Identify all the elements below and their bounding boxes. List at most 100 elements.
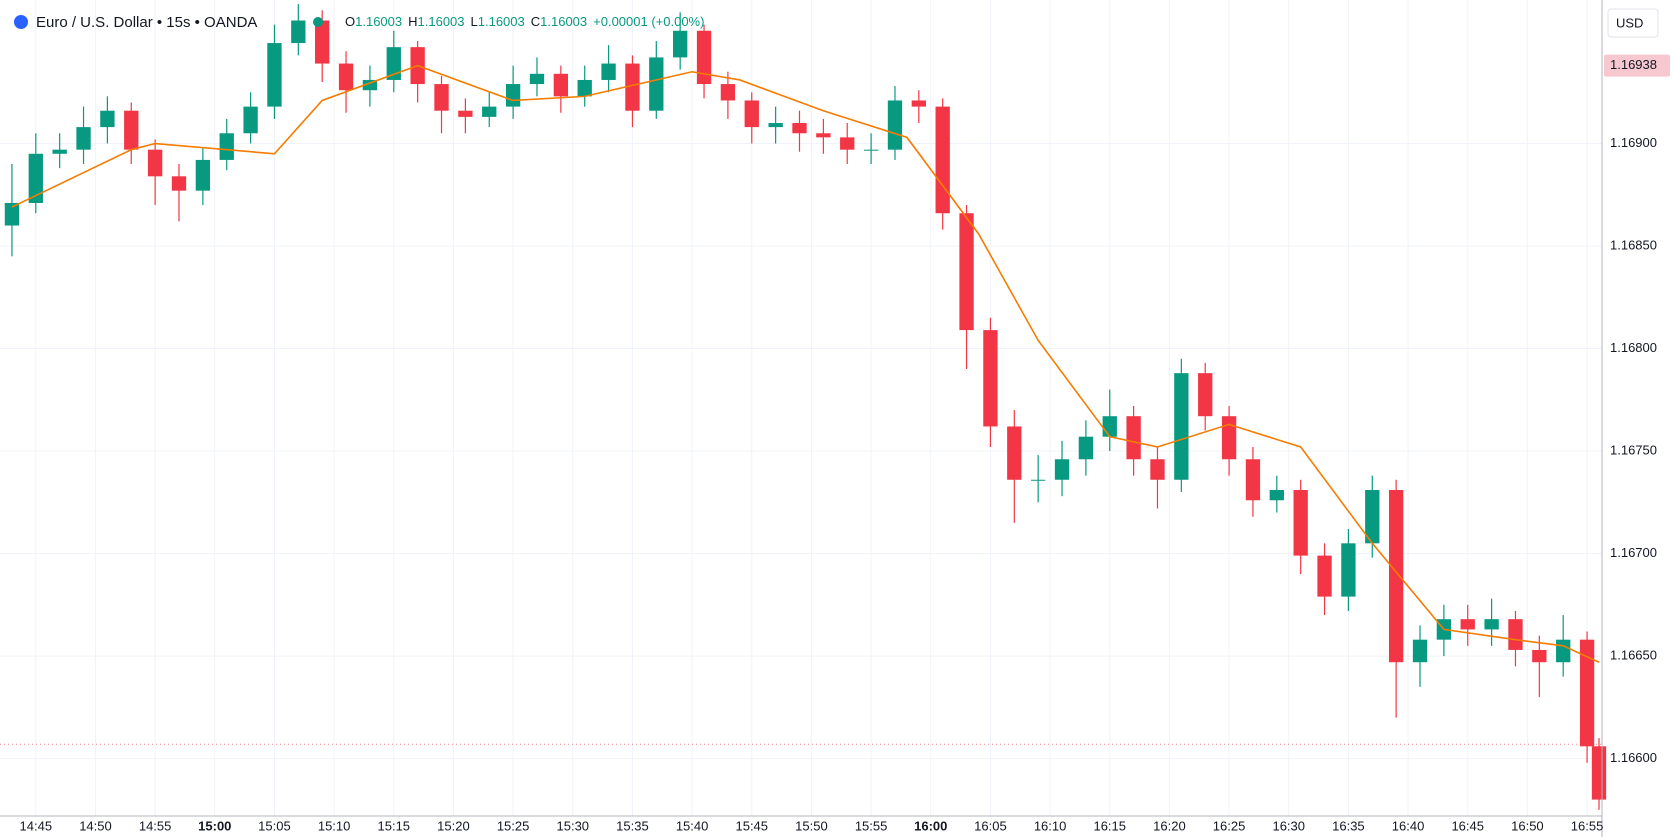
y-tick-label: 1.16600: [1610, 750, 1657, 765]
y-tick-label: 1.16650: [1610, 648, 1657, 663]
x-tick-label: 16:30: [1272, 818, 1305, 833]
candle-body: [1293, 490, 1308, 556]
x-tick-label: 16:05: [974, 818, 1007, 833]
candle-body: [1508, 619, 1523, 650]
x-tick-label: 16:40: [1392, 818, 1425, 833]
y-tick-label: 1.16800: [1610, 340, 1657, 355]
candle-body: [935, 106, 950, 214]
ohlc-value: 1.16003: [478, 14, 525, 29]
candle-body: [482, 106, 497, 117]
candle-body: [124, 110, 139, 150]
candle-body: [267, 43, 282, 107]
candle-body: [744, 100, 759, 128]
y-tick-label: 1.16900: [1610, 135, 1657, 150]
x-tick-label: 16:45: [1451, 818, 1484, 833]
candle-body: [1591, 746, 1607, 800]
candle-body: [243, 106, 258, 134]
candle-body: [1365, 490, 1380, 544]
candle-body: [458, 110, 473, 117]
candle-body: [553, 73, 569, 97]
candle-body: [1102, 416, 1117, 437]
candle-body: [1245, 459, 1261, 501]
x-tick-label: 15:20: [437, 818, 470, 833]
candle-body: [673, 30, 688, 58]
candle-body: [171, 176, 187, 191]
moving-average: [11, 64, 1600, 663]
plot-area: [0, 4, 1607, 810]
x-tick-label: 15:55: [855, 818, 888, 833]
candle-body: [1460, 619, 1475, 630]
candle-body: [434, 84, 449, 111]
candle-body: [649, 57, 664, 111]
candle-body: [1221, 416, 1237, 460]
x-tick-label: 14:55: [139, 818, 172, 833]
x-tick-label: 15:45: [735, 818, 768, 833]
candle-body: [1317, 555, 1332, 597]
candle-body: [720, 84, 736, 101]
x-tick-label: 15:15: [378, 818, 411, 833]
candle-body: [768, 123, 783, 128]
x-tick-label: 14:50: [79, 818, 112, 833]
candle-body: [1484, 619, 1499, 630]
x-tick-label: 15:40: [676, 818, 709, 833]
candle-body: [1054, 459, 1070, 480]
x-tick-label: 15:25: [497, 818, 530, 833]
candle-body: [362, 79, 378, 91]
candle-body: [4, 202, 20, 226]
ohlc-label: O: [345, 14, 355, 29]
x-tick-label: 15:30: [557, 818, 590, 833]
candle-body: [100, 110, 115, 128]
ohlc-label: L: [471, 14, 478, 29]
ohlc-value: 1.16003: [355, 14, 402, 29]
currency[interactable]: USD: [1616, 15, 1643, 30]
candle-body: [315, 20, 330, 64]
x-tick-label: 16:35: [1332, 818, 1365, 833]
candle-body: [816, 133, 831, 138]
x-tick-label: 15:10: [318, 818, 351, 833]
candle-body: [696, 30, 712, 85]
candle-body: [529, 73, 545, 85]
y-tick-label: 1.16700: [1610, 545, 1657, 560]
candle-body: [983, 330, 998, 427]
candle-body: [1007, 426, 1022, 480]
price-tag: [1604, 54, 1670, 77]
candle-body: [1078, 436, 1094, 460]
change: +0.00001 (+0.00%): [593, 14, 704, 29]
candle-body: [601, 63, 616, 80]
candle-body: [887, 100, 903, 150]
x-tick-label: 16:20: [1153, 818, 1186, 833]
x-tick-label: 15:05: [258, 818, 291, 833]
candle-body: [1579, 639, 1595, 747]
candle-body: [1198, 373, 1213, 417]
ohlc-value: 1.16003: [418, 14, 465, 29]
axes: 1.16600 1.16650 1.16700 1.16750 1.16800 1.168…: [20, 54, 1670, 833]
x-tick-label: 15:00: [198, 818, 231, 833]
x-tick-label: 16:15: [1093, 818, 1126, 833]
candle-body: [1269, 490, 1284, 501]
candle-body: [1388, 490, 1404, 663]
x-tick-label: 14:45: [20, 818, 53, 833]
candle-body: [577, 79, 592, 97]
y-tick-label: 1.16750: [1610, 442, 1657, 457]
candle-body: [1556, 639, 1571, 663]
candle-body: [28, 153, 43, 203]
x-tick-label: 15:50: [795, 818, 828, 833]
candle-body: [863, 149, 879, 151]
price-tag-label: 1.16938: [1610, 57, 1657, 72]
candle-body: [1412, 639, 1428, 663]
candle-body: [959, 213, 974, 331]
x-tick-label: 16:55: [1571, 818, 1604, 833]
currency-button[interactable]: [1607, 8, 1659, 38]
candle-body: [76, 127, 91, 150]
candle-body: [505, 84, 521, 107]
ohlc-value: 1.16003: [540, 14, 587, 29]
chart-title: Euro / U.S. Dollar • 15s • OANDA: [36, 14, 257, 31]
candle-body: [195, 159, 211, 191]
status-dot: [313, 17, 323, 27]
candle-body: [147, 149, 163, 177]
candle-body: [1126, 416, 1141, 460]
candle-body: [792, 123, 807, 134]
grid: [0, 0, 1602, 816]
candle-body: [219, 133, 234, 160]
